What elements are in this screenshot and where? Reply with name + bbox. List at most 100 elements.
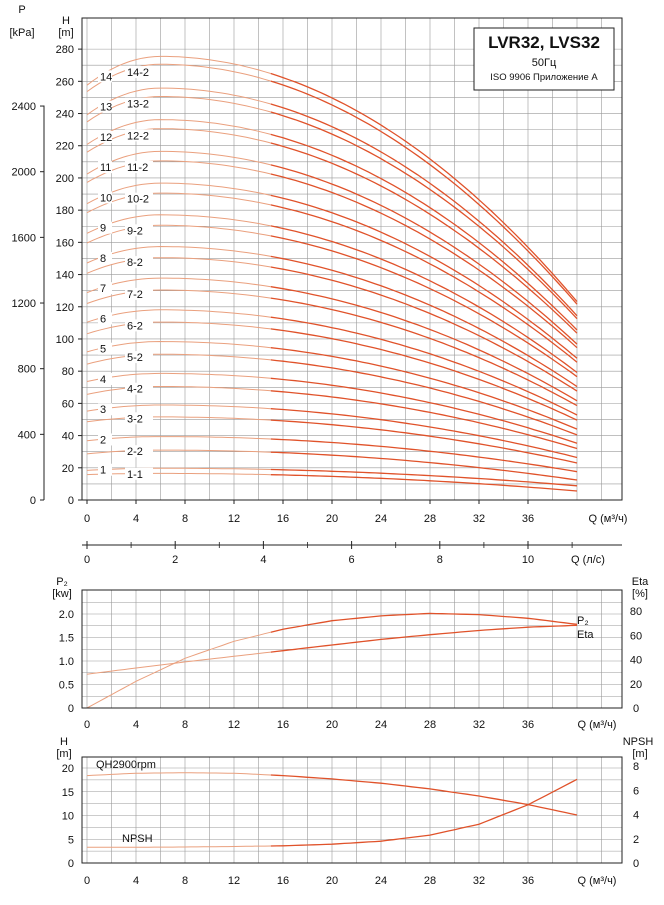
- head-curve-label: 4-2: [127, 384, 143, 396]
- eta-axis-label: Eta: [632, 576, 649, 588]
- head-curve-6-2: [270, 328, 578, 421]
- head-curve-8-2: [270, 266, 578, 392]
- power-xtick-label: 28: [424, 719, 436, 731]
- head-curve-7: [270, 286, 578, 402]
- eta-axis-label-unit: [%]: [632, 588, 648, 600]
- curve-label-bg: [98, 251, 112, 264]
- head-ytick-label: 220: [56, 141, 74, 153]
- head-curve-10: [270, 194, 578, 359]
- curve-label-bg: [98, 70, 112, 83]
- head-curve-label: 3: [100, 404, 106, 416]
- head-curve-2: [270, 438, 578, 473]
- npsh-series-label: NPSH: [122, 833, 153, 845]
- head-curve-2-2-light: [86, 449, 271, 455]
- head-curve-4-light: [86, 372, 271, 382]
- head-curve-13-2: [270, 111, 578, 320]
- power-xaxis-label: Q (м³/ч): [578, 719, 617, 731]
- head-curve-13-2-light: [86, 96, 271, 123]
- qh-curve-light: [86, 772, 271, 777]
- head-curve-12-light: [86, 119, 271, 145]
- head-ytick-label: 80: [62, 366, 74, 378]
- head-xtick-label: 16: [277, 513, 289, 525]
- head-curve-label: 6: [100, 313, 106, 325]
- curve-label-bg: [98, 221, 112, 234]
- head-axis-label-h: H: [62, 15, 70, 27]
- head-curve-label: 2: [100, 434, 106, 446]
- head-curve-10-2-light: [86, 192, 271, 214]
- npsh-xtick-label: 4: [133, 875, 139, 887]
- flow-ls-tick-label: 2: [172, 554, 178, 566]
- head-ytick-label: 280: [56, 44, 74, 56]
- head-ytick-label: 140: [56, 270, 74, 282]
- head-ytick-label: 180: [56, 205, 74, 217]
- head-curve-label: 9-2: [127, 225, 143, 237]
- power-xtick-label: 32: [473, 719, 485, 731]
- eta-curve-light: [86, 631, 271, 709]
- head-curve-4-2-light: [86, 386, 271, 395]
- head-curve-4-2: [270, 390, 578, 450]
- qh2900-series-label: QH2900rpm: [96, 759, 156, 771]
- head-curve-label: 8: [100, 253, 106, 265]
- head-curve-2-2: [270, 451, 578, 481]
- eta-tick-label: 80: [630, 606, 642, 618]
- npsh-xtick-label: 28: [424, 875, 436, 887]
- head-curve-6-2-light: [86, 321, 271, 335]
- curve-label-bg: [98, 312, 112, 325]
- head-curve-8-2-light: [86, 257, 271, 274]
- head-curve-label: 12: [100, 132, 112, 144]
- head-curve-1-1-light: [86, 472, 271, 476]
- kpa-tick-label: 2400: [12, 101, 36, 113]
- head-curve-9-light: [86, 214, 271, 234]
- curve-label-bg: [125, 66, 153, 79]
- npsh-xtick-label: 12: [228, 875, 240, 887]
- npsh-xtick-label: 8: [182, 875, 188, 887]
- npsh-h-axis-label: H: [60, 736, 68, 748]
- head-curve-label: 5-2: [127, 352, 143, 364]
- head-curve-12-2-light: [86, 128, 271, 153]
- npsh-h-tick-label: 0: [68, 858, 74, 870]
- head-curve-3-2: [270, 419, 578, 464]
- eta-tick-label: 40: [630, 655, 642, 667]
- head-xtick-label: 28: [424, 513, 436, 525]
- head-curve-14-light: [86, 55, 271, 86]
- kpa-axis-label-p: P: [18, 4, 25, 16]
- head-curve-label: 11-2: [127, 162, 148, 174]
- head-curve-5: [270, 347, 578, 430]
- head-curve-label: 11: [100, 162, 111, 174]
- flow-ls-tick-label: 6: [349, 554, 355, 566]
- curve-label-bg: [125, 161, 153, 174]
- head-curve-9-2: [270, 235, 578, 378]
- curve-label-bg: [125, 351, 153, 364]
- npsh-h-tick-label: 15: [62, 787, 74, 799]
- curve-label-bg: [98, 342, 112, 355]
- head-curve-11: [270, 164, 578, 345]
- eta-tick-label: 0: [633, 703, 639, 715]
- head-xaxis-label: Q (м³/ч): [589, 513, 628, 525]
- npsh-plot-frame: [81, 756, 623, 864]
- head-curve-label: 12-2: [127, 130, 149, 142]
- head-ytick-label: 160: [56, 237, 74, 249]
- head-curve-label: 1-1: [127, 469, 143, 481]
- p2-curve: [270, 624, 578, 653]
- head-curve-6: [270, 316, 578, 416]
- head-curve-13-light: [86, 87, 271, 116]
- head-ytick-label: 240: [56, 109, 74, 121]
- curve-label-bg: [98, 403, 112, 416]
- head-chart: 1-112-223-234-245-256-267-278-289-2910-2…: [9, 4, 627, 525]
- head-curve-label: 2-2: [127, 446, 143, 458]
- power-xtick-label: 4: [133, 719, 139, 731]
- power-xtick-label: 16: [277, 719, 289, 731]
- npsh-xtick-label: 0: [84, 875, 90, 887]
- npsh-tick-label: 8: [633, 761, 639, 773]
- head-curve-13: [270, 103, 578, 317]
- head-xtick-label: 0: [84, 513, 90, 525]
- npsh-h-tick-label: 5: [68, 834, 74, 846]
- head-ytick-label: 20: [62, 463, 74, 475]
- head-curve-5-2-light: [86, 353, 271, 365]
- curve-label-bg: [125, 467, 153, 480]
- head-curve-5-light: [86, 340, 271, 353]
- head-curve-4: [270, 377, 578, 444]
- kpa-tick-label: 0: [30, 495, 36, 507]
- power-ytick-label: 0: [68, 703, 74, 715]
